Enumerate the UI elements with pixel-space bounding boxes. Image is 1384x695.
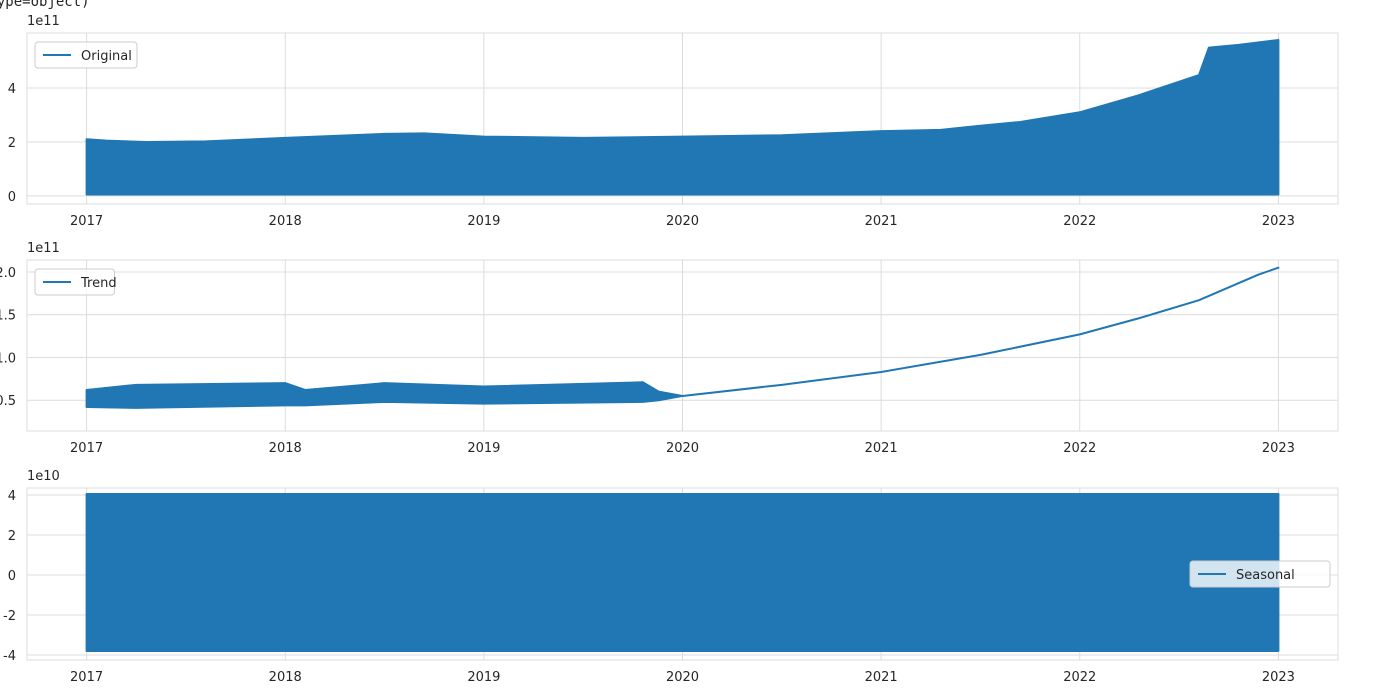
x-tick-label: 2018 bbox=[269, 670, 302, 685]
legend-label: Original bbox=[81, 49, 132, 64]
x-tick-label: 2023 bbox=[1262, 670, 1295, 685]
x-tick-label: 2022 bbox=[1063, 670, 1096, 685]
x-tick-label: 2017 bbox=[70, 214, 103, 229]
axes-frame bbox=[26, 259, 1339, 432]
legend-label: Seasonal bbox=[1236, 568, 1295, 583]
y-tick-label: 0 bbox=[8, 569, 16, 584]
x-tick-label: 2017 bbox=[70, 670, 103, 685]
y-tick-label: 1.5 bbox=[0, 309, 16, 324]
x-tick-label: 2022 bbox=[1063, 441, 1096, 456]
offset-label: 1e10 bbox=[27, 469, 60, 484]
x-tick-label: 2017 bbox=[70, 441, 103, 456]
legend-box bbox=[1189, 560, 1331, 588]
offset-label: 1e11 bbox=[27, 14, 60, 29]
x-tick-label: 2018 bbox=[269, 441, 302, 456]
x-tick-label: 2021 bbox=[865, 441, 898, 456]
band bbox=[85, 266, 1280, 409]
y-tick-label: 2 bbox=[8, 529, 16, 544]
y-tick-label: 0 bbox=[8, 190, 16, 205]
x-tick-label: 2021 bbox=[865, 670, 898, 685]
x-tick-label: 2022 bbox=[1063, 214, 1096, 229]
x-tick-label: 2023 bbox=[1262, 214, 1295, 229]
legend-label: Trend bbox=[80, 276, 117, 291]
y-tick-label: 2.0 bbox=[0, 266, 16, 281]
band bbox=[85, 493, 1280, 652]
x-tick-label: 2023 bbox=[1262, 441, 1295, 456]
y-tick-label: 2 bbox=[8, 136, 16, 151]
y-tick-label: 1.0 bbox=[0, 351, 16, 366]
y-tick-label: 0.5 bbox=[0, 394, 16, 409]
y-tick-label: -2 bbox=[3, 609, 16, 624]
y-tick-label: -4 bbox=[3, 649, 16, 664]
legend-box bbox=[34, 268, 115, 296]
x-tick-label: 2021 bbox=[865, 214, 898, 229]
output-text: dtype=object) bbox=[0, 0, 90, 10]
x-tick-label: 2018 bbox=[269, 214, 302, 229]
x-tick-label: 2020 bbox=[666, 441, 699, 456]
offset-label: 1e11 bbox=[27, 241, 60, 256]
x-tick-label: 2020 bbox=[666, 214, 699, 229]
x-tick-label: 2020 bbox=[666, 670, 699, 685]
axes-frame bbox=[26, 487, 1339, 661]
x-tick-label: 2019 bbox=[467, 441, 500, 456]
x-tick-label: 2019 bbox=[467, 670, 500, 685]
x-tick-label: 2019 bbox=[467, 214, 500, 229]
y-tick-label: 4 bbox=[8, 489, 16, 504]
axes-frame bbox=[26, 32, 1339, 205]
y-tick-label: 4 bbox=[8, 82, 16, 97]
band bbox=[85, 39, 1280, 196]
legend-box bbox=[34, 41, 138, 69]
